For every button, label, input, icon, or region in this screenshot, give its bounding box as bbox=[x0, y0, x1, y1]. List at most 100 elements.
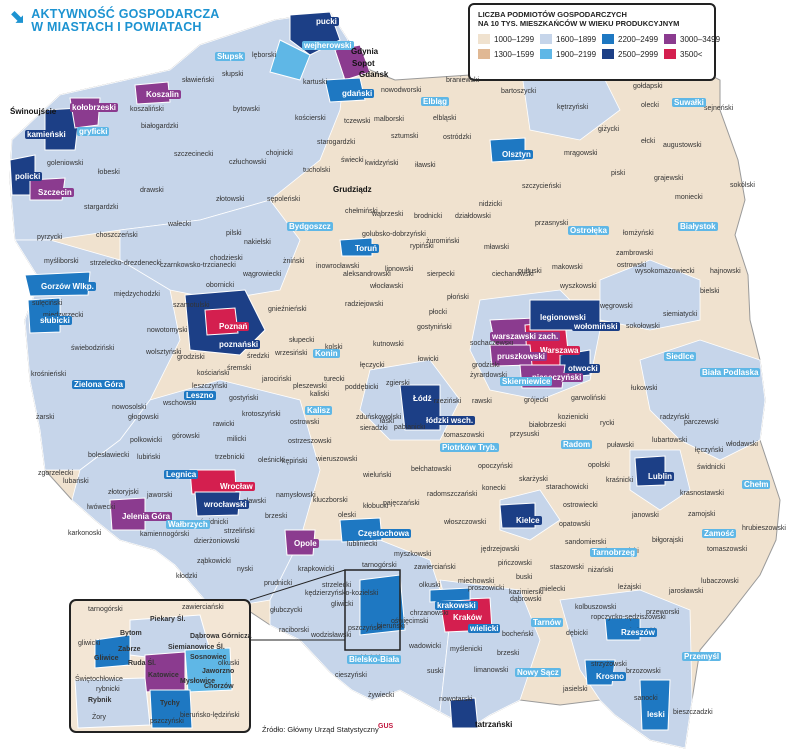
inset-label: Rybnik bbox=[88, 697, 112, 704]
county-label: kozienicki bbox=[558, 414, 589, 421]
county-label: kaliski bbox=[310, 391, 330, 398]
inset-connector-bottom bbox=[249, 569, 346, 601]
map-title: ⬊ AKTYWNOŚĆ GOSPODARCZA W MIASTACH I POW… bbox=[10, 8, 220, 34]
city-label: Gdańsk bbox=[359, 70, 389, 79]
county-label: zamojski bbox=[688, 511, 716, 518]
city-label: Chełm bbox=[742, 480, 771, 489]
county-label: kościerski bbox=[295, 115, 326, 122]
city-label: Łódź bbox=[411, 394, 434, 403]
county-label: piski bbox=[611, 170, 626, 177]
city-label: łódzki wsch. bbox=[424, 416, 476, 425]
county-label: sławieński bbox=[182, 77, 214, 84]
county-label: tucholski bbox=[303, 167, 331, 174]
county-label: sejneński bbox=[704, 105, 734, 112]
county-label: włocławski bbox=[370, 283, 404, 290]
county-label: giżycki bbox=[598, 126, 620, 133]
county-label: płocki bbox=[429, 309, 447, 316]
arrow-icon: ⬊ bbox=[10, 7, 26, 27]
county-label: kwidzyński bbox=[365, 160, 399, 167]
county-label: oławski bbox=[243, 498, 266, 505]
county-label: słupski bbox=[222, 71, 244, 78]
inset-label: Sosnowiec bbox=[190, 654, 227, 661]
county-label: starogardzki bbox=[317, 139, 356, 146]
legend-swatch bbox=[540, 49, 552, 59]
county-label: wąbrzeski bbox=[372, 211, 404, 218]
county-label: koszaliński bbox=[130, 106, 164, 113]
county-label: trzebnicki bbox=[215, 454, 245, 461]
county-label: zduńskowolski bbox=[356, 414, 402, 421]
county-label: człuchowski bbox=[229, 159, 267, 166]
county-label: kolbuszowski bbox=[575, 604, 617, 611]
legend-label: 3500< bbox=[680, 49, 703, 59]
legend-item: 1600–1899 bbox=[540, 34, 602, 44]
county-label: żuromiński bbox=[426, 238, 460, 245]
city-label: Świnoujście bbox=[10, 107, 57, 116]
county-label: kartuski bbox=[303, 79, 328, 86]
inset-label: bieruńsko-lędziński bbox=[180, 712, 240, 719]
city-label: Piotrków Tryb. bbox=[440, 443, 500, 452]
county-label: lubański bbox=[63, 478, 89, 485]
city-label: Wałbrzych bbox=[166, 520, 210, 529]
county-label: strzeliński bbox=[224, 528, 255, 535]
city-label: Szczecin bbox=[36, 188, 74, 197]
inset-label: Katowice bbox=[148, 672, 179, 679]
county-label: krośnieński bbox=[31, 371, 67, 378]
county-label: mławski bbox=[484, 244, 509, 251]
county-label: poddębicki bbox=[345, 384, 379, 391]
inset-label: Bytom bbox=[120, 630, 142, 637]
county-label: gostyniński bbox=[417, 324, 452, 331]
county-label: ropczycko-sędziszowski bbox=[591, 614, 666, 621]
county-label: brzeski bbox=[265, 513, 288, 520]
inset-label: pszczyński bbox=[150, 718, 184, 725]
county-label: lubaczowski bbox=[701, 578, 739, 585]
county-label: augustowski bbox=[663, 142, 702, 149]
county-label: kętrzyński bbox=[557, 104, 589, 111]
county-label: ciechanowski bbox=[492, 271, 534, 278]
county-label: przysuski bbox=[510, 431, 540, 438]
legend-label: 1600–1899 bbox=[556, 34, 597, 44]
legend-grid: 1000–1299 1600–1899 2200–2499 3000–3499 1300… bbox=[478, 34, 720, 59]
county-label: hajnowski bbox=[710, 268, 741, 275]
county-label: nidzicki bbox=[479, 201, 502, 208]
inset-shading bbox=[74, 614, 233, 729]
county-label: sulęciński bbox=[32, 300, 63, 307]
county-label: włodawski bbox=[726, 441, 758, 448]
county-label: turecki bbox=[324, 376, 345, 383]
county-label: ostrowiecki bbox=[563, 502, 598, 509]
city-label: Słupsk bbox=[215, 52, 246, 61]
county-label: moniecki bbox=[675, 194, 703, 201]
county-label: pilski bbox=[226, 230, 242, 237]
inset-label: Chorzów bbox=[204, 683, 234, 690]
county-label: staszowski bbox=[550, 564, 584, 571]
county-label: bartoszycki bbox=[501, 88, 537, 95]
county-label: cieszyński bbox=[335, 672, 367, 679]
county-label: bolesławiecki bbox=[88, 452, 130, 459]
city-label: Biała Podlaska bbox=[700, 368, 761, 377]
legend-swatch bbox=[602, 34, 614, 44]
county-label: konecki bbox=[482, 485, 506, 492]
county-label: żyrardowski bbox=[470, 372, 507, 379]
city-label: Lublin bbox=[646, 472, 674, 481]
county-label: płoński bbox=[447, 294, 469, 301]
county-label: goleniowski bbox=[47, 160, 84, 167]
county-label: olkuski bbox=[419, 582, 441, 589]
county-label: grajewski bbox=[654, 175, 684, 182]
county-label: wschowski bbox=[163, 400, 197, 407]
inset-label: tarnogórski bbox=[88, 606, 123, 613]
county-label: lubiński bbox=[137, 454, 161, 461]
city-label: Białystok bbox=[678, 222, 718, 231]
county-label: prudnicki bbox=[264, 580, 293, 587]
city-label: pruszkowski bbox=[495, 352, 548, 361]
county-label: sieradzki bbox=[360, 425, 388, 432]
legend-swatch bbox=[478, 49, 490, 59]
city-label: Tarnów bbox=[531, 618, 563, 627]
county-label: ostrzeszowski bbox=[288, 438, 332, 445]
county-label: jarosławski bbox=[669, 588, 704, 595]
city-label: poznański bbox=[217, 340, 261, 349]
county-label: olecki bbox=[641, 102, 659, 109]
county-label: wałecki bbox=[168, 221, 191, 228]
inset-label: Tychy bbox=[160, 700, 180, 707]
county-label: gnieźnieński bbox=[268, 306, 307, 313]
county-label: chrzanowski bbox=[410, 610, 449, 617]
